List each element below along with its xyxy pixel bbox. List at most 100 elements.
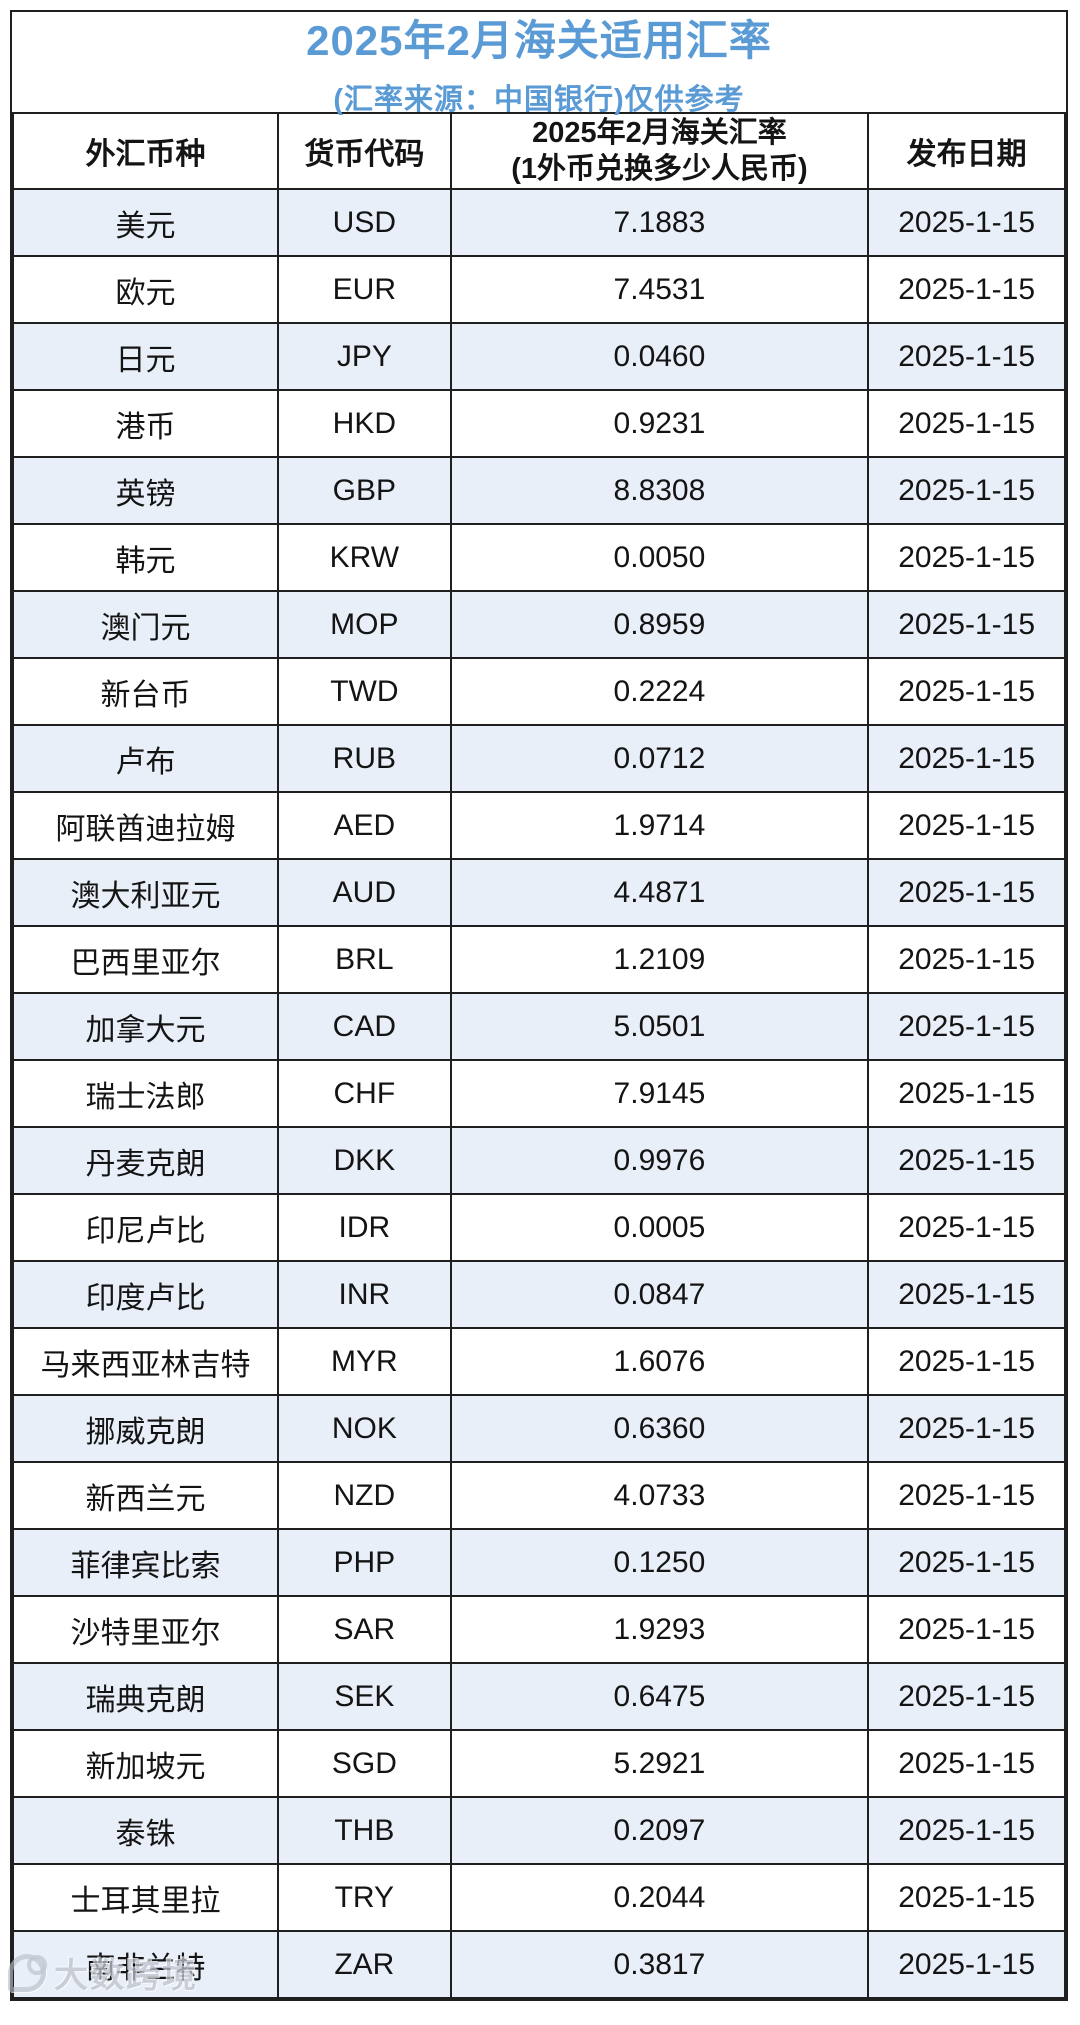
- cell-code: AED: [277, 791, 452, 860]
- cell-rate: 0.2044: [449, 1863, 870, 1932]
- table-row: 沙特里亚尔 SAR 1.9293 2025-1-15: [11, 1595, 1066, 1664]
- table-row: 韩元 KRW 0.0050 2025-1-15: [11, 523, 1066, 592]
- cell-code: MYR: [277, 1327, 452, 1396]
- cell-rate: 0.2224: [449, 657, 870, 726]
- cell-currency: 日元: [11, 322, 280, 391]
- cell-rate: 7.9145: [449, 1059, 870, 1128]
- cell-code: EUR: [277, 255, 452, 324]
- cell-rate: 0.8959: [449, 590, 870, 659]
- title-block: 2025年2月海关适用汇率 (汇率来源：中国银行)仅供参考: [12, 12, 1066, 116]
- cell-currency: 丹麦克朗: [11, 1126, 280, 1195]
- cell-rate: 4.0733: [449, 1461, 870, 1530]
- table-row: 菲律宾比索 PHP 0.1250 2025-1-15: [11, 1528, 1066, 1597]
- cell-code: AUD: [277, 858, 452, 927]
- cell-currency: 印度卢比: [11, 1260, 280, 1329]
- cell-currency: 瑞典克朗: [11, 1662, 280, 1731]
- cell-currency: 挪威克朗: [11, 1394, 280, 1463]
- cell-date: 2025-1-15: [867, 389, 1066, 458]
- cell-rate: 0.0050: [449, 523, 870, 592]
- cell-currency: 新台币: [11, 657, 280, 726]
- cell-currency: 澳门元: [11, 590, 280, 659]
- cell-currency: 巴西里亚尔: [11, 925, 280, 994]
- cell-rate: 5.2921: [449, 1729, 870, 1798]
- cell-currency: 马来西亚林吉特: [11, 1327, 280, 1396]
- cell-rate: 0.0847: [449, 1260, 870, 1329]
- table-row: 瑞典克朗 SEK 0.6475 2025-1-15: [11, 1662, 1066, 1731]
- cell-date: 2025-1-15: [867, 1193, 1066, 1262]
- cell-rate: 0.9231: [449, 389, 870, 458]
- header-code: 货币代码: [277, 112, 452, 190]
- cell-code: TWD: [277, 657, 452, 726]
- cell-date: 2025-1-15: [867, 791, 1066, 860]
- cell-rate: 0.3817: [449, 1930, 870, 1999]
- cell-rate: 0.6360: [449, 1394, 870, 1463]
- cell-date: 2025-1-15: [867, 724, 1066, 793]
- table-row: 丹麦克朗 DKK 0.9976 2025-1-15: [11, 1126, 1066, 1195]
- cell-date: 2025-1-15: [867, 1059, 1066, 1128]
- header-date: 发布日期: [867, 112, 1066, 190]
- cell-date: 2025-1-15: [867, 992, 1066, 1061]
- table-row: 新台币 TWD 0.2224 2025-1-15: [11, 657, 1066, 726]
- cell-code: NZD: [277, 1461, 452, 1530]
- cell-code: SEK: [277, 1662, 452, 1731]
- cell-currency: 菲律宾比索: [11, 1528, 280, 1597]
- cell-currency: 新西兰元: [11, 1461, 280, 1530]
- cell-rate: 5.0501: [449, 992, 870, 1061]
- header-rate-line2: (1外币兑换多少人民币): [511, 153, 808, 185]
- cell-code: CAD: [277, 992, 452, 1061]
- cell-code: TRY: [277, 1863, 452, 1932]
- cell-date: 2025-1-15: [867, 456, 1066, 525]
- cell-code: GBP: [277, 456, 452, 525]
- cell-date: 2025-1-15: [867, 1461, 1066, 1530]
- cell-code: JPY: [277, 322, 452, 391]
- cell-currency: 卢布: [11, 724, 280, 793]
- cell-date: 2025-1-15: [867, 1394, 1066, 1463]
- cell-currency: 士耳其里拉: [11, 1863, 280, 1932]
- cell-currency: 瑞士法郎: [11, 1059, 280, 1128]
- header-rate: 2025年2月海关汇率 (1外币兑换多少人民币): [449, 112, 870, 190]
- cell-date: 2025-1-15: [867, 1260, 1066, 1329]
- header-row: 外汇币种 货币代码 2025年2月海关汇率 (1外币兑换多少人民币) 发布日期: [11, 112, 1066, 190]
- header-rate-line1: 2025年2月海关汇率: [532, 117, 787, 149]
- cell-rate: 0.6475: [449, 1662, 870, 1731]
- cell-date: 2025-1-15: [867, 590, 1066, 659]
- table-row: 新加坡元 SGD 5.2921 2025-1-15: [11, 1729, 1066, 1798]
- cell-date: 2025-1-15: [867, 322, 1066, 391]
- cell-code: RUB: [277, 724, 452, 793]
- cell-currency: 韩元: [11, 523, 280, 592]
- table-row: 英镑 GBP 8.8308 2025-1-15: [11, 456, 1066, 525]
- cell-rate: 8.8308: [449, 456, 870, 525]
- cell-code: SAR: [277, 1595, 452, 1664]
- cell-code: SGD: [277, 1729, 452, 1798]
- cell-code: BRL: [277, 925, 452, 994]
- table-row: 泰铢 THB 0.2097 2025-1-15: [11, 1796, 1066, 1865]
- cell-rate: 0.0005: [449, 1193, 870, 1262]
- cell-code: HKD: [277, 389, 452, 458]
- cell-currency: 英镑: [11, 456, 280, 525]
- table-row: 澳门元 MOP 0.8959 2025-1-15: [11, 590, 1066, 659]
- table-frame: 2025年2月海关适用汇率 (汇率来源：中国银行)仅供参考 外汇币种 货币代码 …: [10, 10, 1068, 2001]
- cell-code: INR: [277, 1260, 452, 1329]
- cell-code: IDR: [277, 1193, 452, 1262]
- table-row: 挪威克朗 NOK 0.6360 2025-1-15: [11, 1394, 1066, 1463]
- table-row: 卢布 RUB 0.0712 2025-1-15: [11, 724, 1066, 793]
- table-row: 瑞士法郎 CHF 7.9145 2025-1-15: [11, 1059, 1066, 1128]
- rates-table-body: 美元 USD 7.1883 2025-1-15 欧元 EUR 7.4531 20…: [11, 188, 1066, 1999]
- cell-date: 2025-1-15: [867, 188, 1066, 257]
- table-row: 港币 HKD 0.9231 2025-1-15: [11, 389, 1066, 458]
- cell-currency: 阿联酋迪拉姆: [11, 791, 280, 860]
- cell-rate: 1.9293: [449, 1595, 870, 1664]
- cell-currency: 新加坡元: [11, 1729, 280, 1798]
- cell-date: 2025-1-15: [867, 523, 1066, 592]
- cell-date: 2025-1-15: [867, 1126, 1066, 1195]
- cell-currency: 美元: [11, 188, 280, 257]
- cell-currency: 加拿大元: [11, 992, 280, 1061]
- cell-code: USD: [277, 188, 452, 257]
- cell-rate: 1.9714: [449, 791, 870, 860]
- table-row: 士耳其里拉 TRY 0.2044 2025-1-15: [11, 1863, 1066, 1932]
- table-row: 加拿大元 CAD 5.0501 2025-1-15: [11, 992, 1066, 1061]
- table-row: 印度卢比 INR 0.0847 2025-1-15: [11, 1260, 1066, 1329]
- cell-code: CHF: [277, 1059, 452, 1128]
- cell-code: NOK: [277, 1394, 452, 1463]
